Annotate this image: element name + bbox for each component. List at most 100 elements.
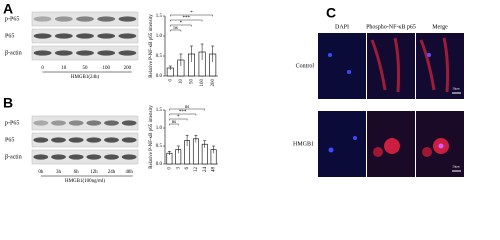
column-header: Phospho-NF-κB p65 <box>366 24 416 30</box>
nucleus <box>353 136 357 140</box>
image <box>318 111 366 177</box>
lane-label: 12h <box>90 170 98 175</box>
cell <box>384 138 400 154</box>
sig-bracket <box>169 123 179 126</box>
band <box>97 50 116 56</box>
lane-label: 48h <box>125 170 133 175</box>
row-label: Control <box>296 63 315 69</box>
x-tick-label: 0 <box>168 167 173 170</box>
x-tick-label: 12 <box>194 167 199 173</box>
band <box>86 154 102 160</box>
y-tick-label: 1.0 <box>156 34 163 39</box>
blot-row-label: p-P65 <box>5 16 19 22</box>
y-axis-label: Relative P-NF-κB p65 intensity <box>149 105 154 169</box>
column-header: Merge <box>432 24 448 30</box>
column-header: DAPI <box>335 24 349 30</box>
blot-caption: HMGB1(100ng/ml) <box>65 179 105 184</box>
band <box>33 154 49 160</box>
band <box>86 137 102 143</box>
lane-label: 0h <box>38 170 44 175</box>
band <box>76 16 94 22</box>
scale-label: 50μm <box>453 87 461 91</box>
band <box>54 50 73 56</box>
sig-bracket <box>170 14 213 17</box>
nucleus <box>438 143 444 149</box>
image <box>318 33 366 99</box>
blot-strip <box>31 149 139 165</box>
lane-label: 0 <box>41 66 44 71</box>
cell <box>373 147 383 157</box>
y-tick-label: 1.0 <box>156 126 163 131</box>
cell <box>419 37 450 93</box>
blot-caption: HMGB1(24h) <box>71 75 100 80</box>
blot-row-label: p-P65 <box>5 120 19 126</box>
nucleus <box>328 53 332 57</box>
lane-label: 50 <box>83 66 89 71</box>
band <box>121 154 137 160</box>
band <box>76 33 94 39</box>
band <box>104 154 119 160</box>
blot-strip <box>31 132 139 148</box>
cell <box>370 37 401 93</box>
band <box>68 137 84 143</box>
sig-bracket <box>169 118 188 121</box>
band <box>118 16 137 22</box>
blot-row-label: P65 <box>5 137 14 143</box>
lane-label: 10 <box>61 66 67 71</box>
band <box>54 33 73 39</box>
x-tick-label: 200 <box>211 79 216 87</box>
band <box>68 154 84 160</box>
band <box>68 120 84 126</box>
blot-row-label: β-actin <box>5 154 22 160</box>
nucleus <box>347 70 351 74</box>
band <box>33 16 52 22</box>
band <box>51 154 66 160</box>
lane-label: 100 <box>102 66 110 71</box>
sig-label: ns <box>173 26 178 31</box>
scale-label: 50μm <box>453 165 461 169</box>
sig-label: ns <box>172 120 177 125</box>
x-tick-label: 24 <box>203 167 208 173</box>
microscopy: 50μm 50μm <box>318 33 464 177</box>
band <box>33 33 52 39</box>
sig-bracket <box>170 19 203 22</box>
y-axis-label: Relative P-NF-κB p65 intensity <box>149 14 154 78</box>
band <box>97 33 116 39</box>
sig-bracket <box>169 108 205 111</box>
sig-label: * <box>180 21 183 26</box>
x-tick-label: 50 <box>190 79 195 85</box>
band <box>51 137 66 143</box>
lane-label: 3h <box>56 170 62 175</box>
band <box>33 120 49 126</box>
sig-label: * <box>190 11 193 16</box>
band <box>76 50 94 56</box>
band <box>104 120 119 126</box>
band <box>97 16 116 22</box>
x-tick-label: 0 <box>168 79 173 82</box>
sig-label: *** <box>182 16 190 21</box>
sig-bracket <box>170 24 192 27</box>
blot-strip <box>31 115 139 131</box>
x-tick-label: 48 <box>212 167 217 173</box>
row-label: HMGB1 <box>293 141 314 147</box>
nucleus <box>427 53 431 57</box>
band <box>118 33 137 39</box>
x-tick-label: 100 <box>200 79 205 87</box>
band <box>33 50 52 56</box>
y-tick-label: 0.0 <box>156 162 163 167</box>
band <box>121 137 137 143</box>
sig-label: * <box>177 115 180 120</box>
sig-label: ns <box>185 105 190 110</box>
y-tick-label: 1.5 <box>156 14 163 19</box>
y-tick-label: 0.0 <box>156 74 163 79</box>
lane-label: 24h <box>108 170 116 175</box>
blot-row-label: P65 <box>5 33 14 39</box>
panel-label: B <box>3 95 13 111</box>
y-tick-label: 1.5 <box>156 108 163 113</box>
x-tick-label: 6 <box>185 167 190 170</box>
band <box>33 137 49 143</box>
x-tick-label: 3 <box>176 167 181 170</box>
x-tick-label: 10 <box>179 79 184 85</box>
band <box>118 50 137 56</box>
